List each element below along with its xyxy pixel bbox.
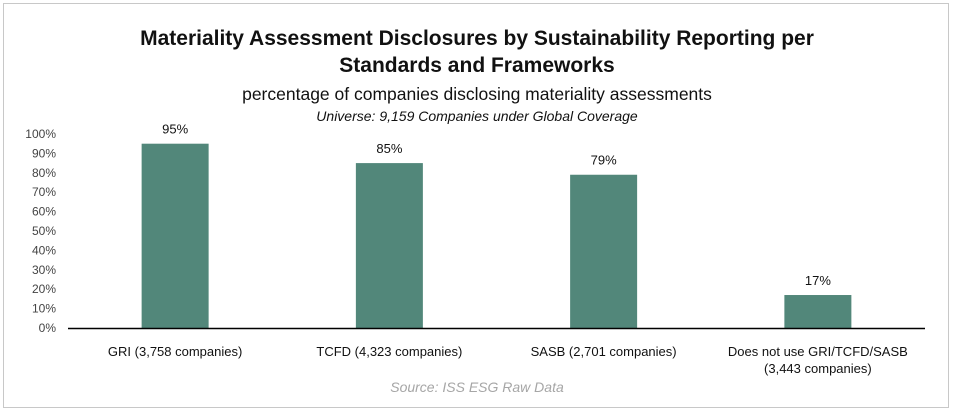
data-label: 95% (162, 122, 188, 137)
y-tick-label: 10% (32, 302, 56, 316)
chart-source: Source: ISS ESG Raw Data (390, 379, 564, 395)
chart-universe-note: Universe: 9,159 Companies under Global C… (316, 108, 638, 124)
y-tick-label: 20% (32, 282, 56, 296)
chart-title-line-2: Standards and Frameworks (339, 54, 615, 77)
x-category-label: SASB (2,701 companies) (531, 344, 677, 359)
y-tick-label: 100% (25, 127, 56, 141)
data-label: 79% (591, 153, 617, 168)
bar (141, 143, 209, 328)
y-tick-label: 60% (32, 205, 56, 219)
y-tick-label: 90% (32, 146, 56, 160)
x-category-label: GRI (3,758 companies) (108, 344, 242, 359)
y-tick-label: 30% (32, 263, 56, 277)
x-category-label: (3,443 companies) (764, 361, 872, 376)
data-label: 17% (805, 273, 831, 288)
y-tick-label: 40% (32, 243, 56, 257)
bar (570, 174, 638, 328)
x-category-label: Does not use GRI/TCFD/SASB (728, 344, 908, 359)
y-tick-label: 0% (39, 321, 57, 335)
y-tick-label: 70% (32, 185, 56, 199)
bar (784, 295, 852, 328)
x-category-label: TCFD (4,323 companies) (316, 344, 462, 359)
chart-title-line-1: Materiality Assessment Disclosures by Su… (140, 27, 814, 50)
chart-subtitle: percentage of companies disclosing mater… (242, 84, 712, 104)
bar (355, 163, 423, 328)
data-label: 85% (376, 141, 402, 156)
y-tick-label: 50% (32, 224, 56, 238)
y-tick-label: 80% (32, 166, 56, 180)
